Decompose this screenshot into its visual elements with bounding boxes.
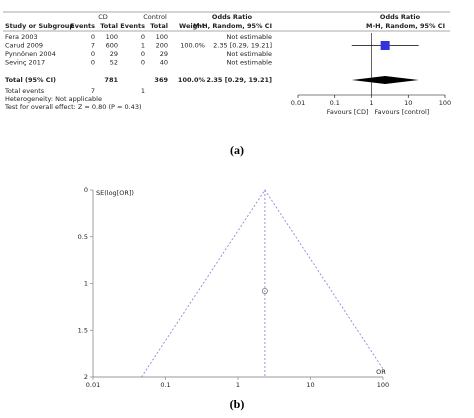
study-name: Fera 2003 <box>5 33 38 41</box>
table-cell: 29 <box>160 50 168 58</box>
table-cell: 100 <box>106 33 118 41</box>
table-cell: 369 <box>154 76 168 84</box>
column-header: Weight <box>179 22 205 30</box>
x-tick-label: 0.1 <box>160 381 170 389</box>
x-tick-label: 100 <box>439 99 451 107</box>
column-header: Total <box>150 22 168 30</box>
y-axis-label: SE(log[OR]) <box>96 189 134 197</box>
table-cell: 0 <box>141 59 145 67</box>
table-cell: 781 <box>104 76 118 84</box>
y-tick-label: 1.5 <box>78 326 88 334</box>
column-header: Total <box>100 22 118 30</box>
table-cell: 1 <box>141 42 145 50</box>
x-tick-label: 10 <box>306 381 314 389</box>
study-point <box>261 287 268 294</box>
group-header: CD <box>98 13 108 21</box>
column-header: Events <box>120 22 145 30</box>
table-cell: 1 <box>141 87 145 95</box>
study-name: Total (95% CI) <box>5 76 56 84</box>
study-name: Pynnönen 2004 <box>5 50 56 58</box>
column-header: M-H, Random, 95% CI <box>193 22 272 30</box>
group-header: Control <box>143 13 167 21</box>
table-cell: 0 <box>91 59 95 67</box>
estimate-square <box>380 41 390 50</box>
table-cell: 200 <box>156 42 168 50</box>
x-tick-label: 1 <box>369 99 373 107</box>
group-header: Odds Ratio <box>212 13 253 21</box>
x-tick-label: 100 <box>377 381 389 389</box>
favours-label: Favours [control] <box>375 108 430 116</box>
table-cell: 0 <box>91 33 95 41</box>
total-diamond <box>351 76 419 84</box>
study-name: Sevinç 2017 <box>5 59 45 67</box>
group-header: Odds Ratio <box>380 13 421 21</box>
table-cell: 0 <box>91 50 95 58</box>
table-cell: 100 <box>156 33 168 41</box>
table-cell: 29 <box>110 50 118 58</box>
table-cell: 7 <box>91 42 95 50</box>
y-tick-label: 0 <box>84 186 88 194</box>
total-events-label: Total events <box>4 87 45 95</box>
table-cell: 600 <box>106 42 118 50</box>
x-tick-label: 10 <box>404 99 412 107</box>
y-tick-label: 0.5 <box>78 233 88 241</box>
column-header: M-H, Random, 95% CI <box>366 22 445 30</box>
table-cell: 7 <box>91 87 95 95</box>
table-cell: Not estimable <box>227 59 272 67</box>
table-cell: 0 <box>141 50 145 58</box>
study-name: Carud 2009 <box>5 42 43 50</box>
caption: (a) <box>230 143 244 157</box>
table-cell: 0 <box>141 33 145 41</box>
y-tick-label: 1 <box>84 280 88 288</box>
column-header: Study or Subgroup <box>5 22 74 30</box>
table-cell: 2.35 [0.29, 19.21] <box>213 42 272 50</box>
x-tick-label: 0.01 <box>86 381 100 389</box>
table-cell: 40 <box>160 59 168 67</box>
favours-label: Favours [CD] <box>327 108 369 116</box>
table-cell: 100.0% <box>180 42 205 50</box>
y-tick-label: 2 <box>84 373 88 381</box>
x-tick-label: 0.01 <box>291 99 305 107</box>
table-cell: Not estimable <box>227 33 272 41</box>
x-axis-label: OR <box>376 368 386 376</box>
table-cell: 52 <box>110 59 118 67</box>
table-cell: 2.35 [0.29, 19.21] <box>206 76 272 84</box>
footnote: Heterogeneity: Not applicable <box>5 95 102 103</box>
x-tick-label: 0.1 <box>330 99 340 107</box>
caption: (b) <box>230 397 245 411</box>
column-header: Events <box>70 22 95 30</box>
table-cell: 100.0% <box>178 76 206 84</box>
table-cell: Not estimable <box>227 50 272 58</box>
footnote: Test for overall effect: Z = 0.80 (P = 0… <box>4 103 142 111</box>
x-tick-label: 1 <box>236 381 240 389</box>
